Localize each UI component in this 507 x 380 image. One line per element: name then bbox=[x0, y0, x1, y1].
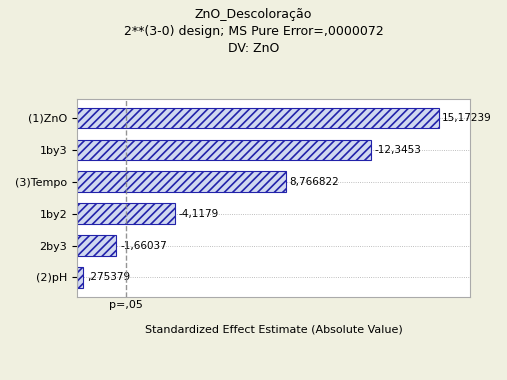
Text: ,275379: ,275379 bbox=[87, 272, 130, 282]
X-axis label: Standardized Effect Estimate (Absolute Value): Standardized Effect Estimate (Absolute V… bbox=[144, 325, 403, 335]
Bar bbox=[77, 267, 84, 288]
Text: -12,3453: -12,3453 bbox=[375, 145, 422, 155]
Text: -4,1179: -4,1179 bbox=[178, 209, 219, 218]
Text: 15,17239: 15,17239 bbox=[442, 113, 492, 123]
Bar bbox=[77, 203, 175, 224]
Bar bbox=[77, 171, 286, 192]
Bar bbox=[77, 235, 117, 256]
Text: p=,05: p=,05 bbox=[109, 300, 143, 310]
Text: ZnO_Descoloração
2**(3-0) design; MS Pure Error=,0000072
DV: ZnO: ZnO_Descoloração 2**(3-0) design; MS Pur… bbox=[124, 8, 383, 55]
Bar bbox=[77, 108, 439, 128]
Text: -1,66037: -1,66037 bbox=[120, 241, 167, 250]
Bar bbox=[77, 139, 371, 160]
Text: 8,766822: 8,766822 bbox=[289, 177, 339, 187]
